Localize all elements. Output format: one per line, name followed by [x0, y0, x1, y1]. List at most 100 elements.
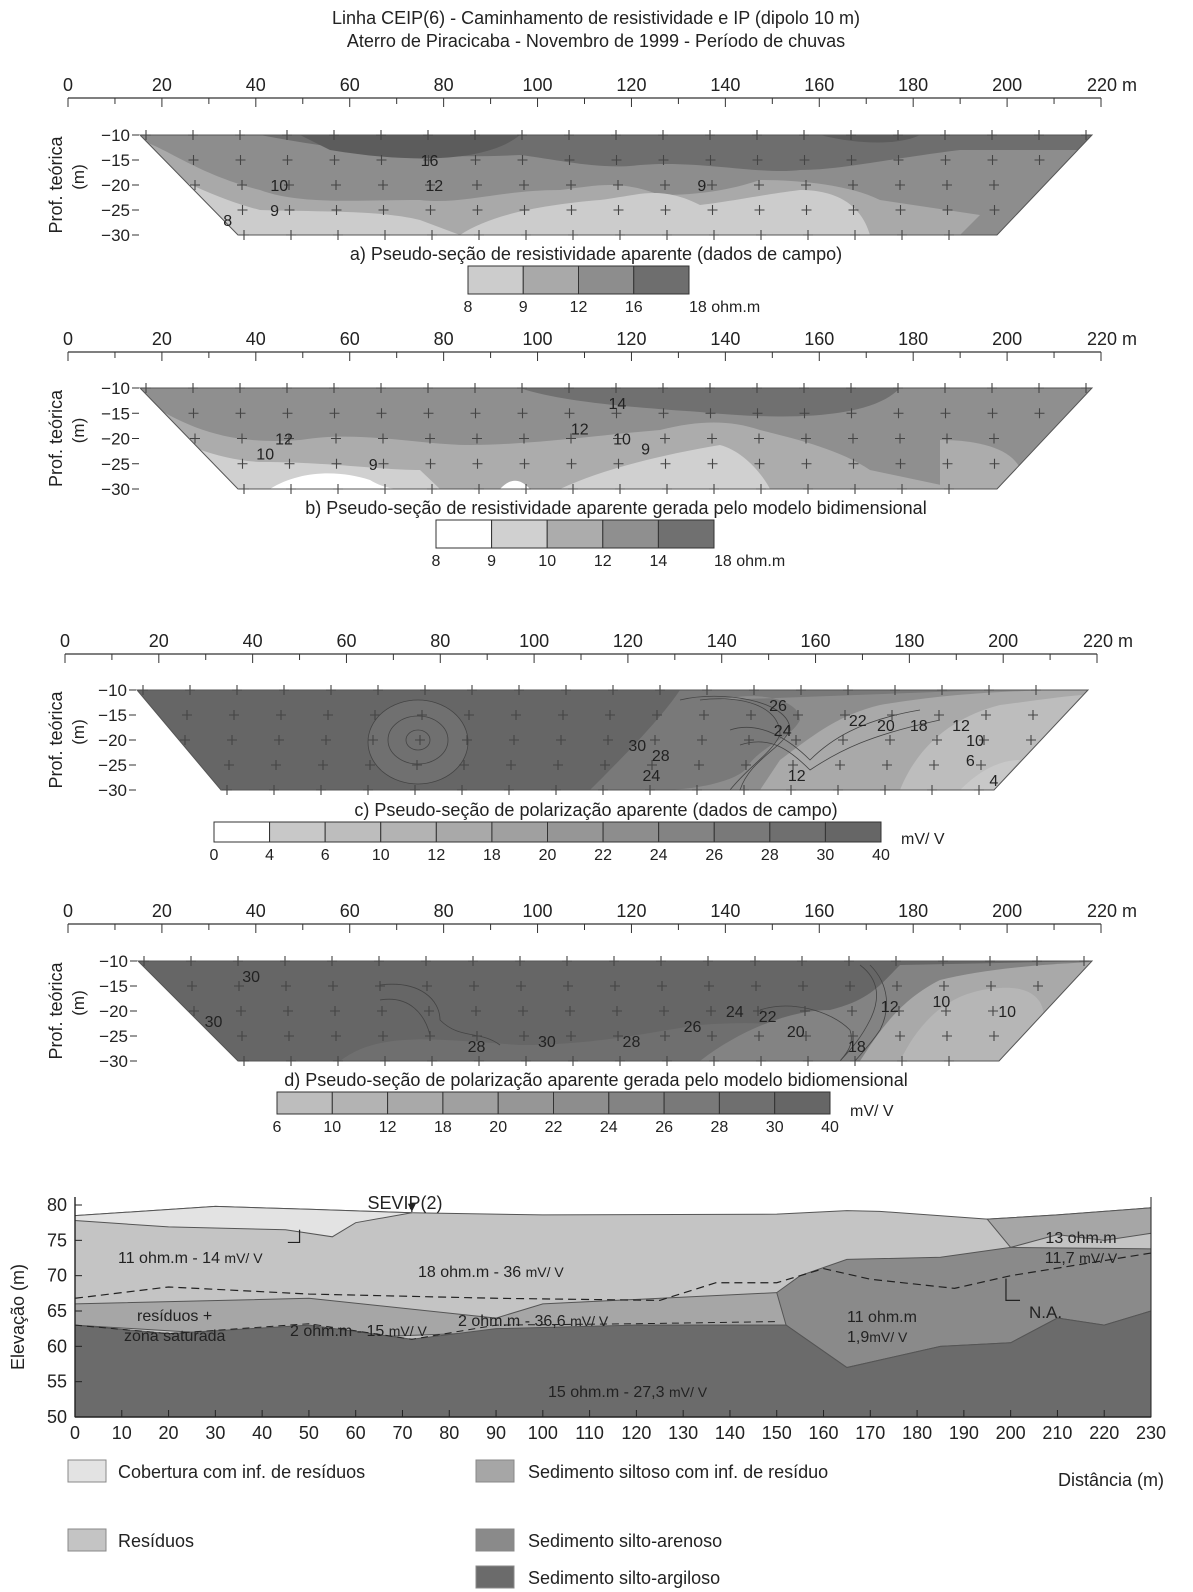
panel-a-x-tick-label: 120 [616, 75, 646, 95]
figure-title-line2: Aterro de Piracicaba - Novembro de 1999 … [347, 31, 845, 51]
panel-c-contour-label: 20 [877, 718, 895, 735]
panel-c-data-cross [558, 710, 568, 720]
panel-c-data-cross [927, 785, 937, 795]
panel-c-data-cross [182, 710, 192, 720]
panel-d-legend-tick: 40 [821, 1119, 839, 1136]
panel-c-legend-swatch [658, 821, 715, 843]
panel-d-x-tick-label: 120 [616, 901, 646, 921]
panel-d-x-tick-label: 160 [804, 901, 834, 921]
panel-c-data-cross [929, 760, 939, 770]
panel-c-data-cross [650, 735, 660, 745]
panel-d-x-tick-label: 220 m [1087, 901, 1137, 921]
panel-b-x-axis: 0 20 40 60 80 100 120 140 160 180 200 220 m [63, 329, 1137, 361]
panel-d-polarization-model: 30 30 28 30 28 26 24 22 20 18 12 10 10 d) Pseudo-seç… [46, 901, 1137, 1136]
legend-label-silty-clay: Sedimento silto-argiloso [528, 1568, 720, 1588]
panel-c-data-cross [697, 735, 707, 745]
panel-d-data-cross [375, 981, 385, 991]
panel-a-data-cross [707, 180, 717, 190]
panel-c-data-cross [457, 785, 467, 795]
panel-b-x-tick-label: 200 [992, 329, 1022, 349]
panel-a-y-tick-label: −25 [101, 201, 130, 220]
panel-a-data-cross [846, 130, 856, 140]
panel-a-data-cross [190, 180, 200, 190]
geo-x-tick-label: 120 [621, 1423, 651, 1443]
panel-a-x-tick-label: 60 [340, 75, 360, 95]
layer-silty-residue-right [986, 1207, 1152, 1248]
legend-swatch-silty-clay [475, 1565, 515, 1589]
panel-d-data-cross [612, 1006, 622, 1016]
panel-b-data-cross [803, 484, 813, 494]
panel-d-data-cross [286, 1056, 296, 1066]
panel-a-data-cross [803, 230, 813, 240]
panel-d-data-cross [565, 1006, 575, 1016]
panel-b-data-cross [188, 408, 199, 419]
panel-d-contour-label: 28 [468, 1039, 486, 1056]
panel-c-anomaly-mid [387, 715, 449, 765]
panel-d-x-tick-label: 0 [63, 901, 73, 921]
panel-d-contour-label: 28 [623, 1034, 641, 1051]
panel-c-contour-label: 22 [849, 713, 867, 730]
panel-c-data-cross [316, 785, 326, 795]
panel-b-data-cross [239, 484, 249, 494]
panel-b-data-cross [517, 408, 528, 419]
panel-c-data-cross [793, 710, 803, 720]
sevip-arrowhead [407, 1203, 416, 1212]
panel-c-data-cross [1031, 685, 1041, 695]
sand-label-2: 1,9mV/ V [847, 1329, 908, 1346]
panel-a-contour-label: 12 [425, 178, 443, 195]
panel-d-x-tick-label: 80 [434, 901, 454, 921]
panel-d-data-cross [703, 956, 713, 966]
panel-c-data-cross [746, 710, 756, 720]
panel-c-data-cross [224, 760, 234, 770]
panel-c-legend-tick: 18 [483, 847, 501, 864]
panel-a-x-tick-label: 160 [804, 75, 834, 95]
panel-c-data-cross [412, 760, 422, 770]
panel-d-data-cross [284, 1031, 294, 1041]
panel-c-data-cross [652, 710, 662, 720]
geo-x-tick-label: 180 [902, 1423, 932, 1443]
panel-b-legend-tick: 9 [487, 553, 496, 570]
panel-a-data-cross [472, 180, 482, 190]
panel-c-data-cross [603, 735, 613, 745]
panel-b-data-cross [611, 383, 621, 393]
panel-d-data-cross [985, 956, 995, 966]
panel-b-x-tick-label: 120 [616, 329, 646, 349]
panel-b-data-cross [521, 484, 531, 494]
panel-a-x-tick-label: 20 [152, 75, 172, 95]
panel-c-data-cross [232, 685, 242, 695]
panel-d-y-tick-label: −20 [99, 1002, 128, 1021]
panel-c-data-cross [511, 710, 521, 720]
panel-d-data-cross [895, 1031, 905, 1041]
panel-b-data-cross [801, 433, 811, 444]
panel-c-data-cross [365, 760, 375, 770]
panel-a-data-cross [568, 230, 578, 240]
panel-d-section-outline [136, 960, 1094, 1062]
panel-b-contour-label: 14 [608, 396, 626, 413]
panel-d-legend-tick: 20 [489, 1119, 507, 1136]
panel-c-data-cross [739, 785, 749, 795]
panel-c-legend-tick: 20 [539, 847, 557, 864]
panel-b-data-cross [519, 458, 530, 469]
panel-d-legend-swatch [608, 1091, 665, 1115]
saturated-zone-line [74, 1321, 777, 1340]
panel-d-contour-label: 22 [759, 1009, 777, 1026]
panel-b-data-cross [284, 433, 294, 444]
geologic-annotations: SEVIP(2) 11 ohm.m - 14 mV/ V 18 ohm.m - … [8, 1193, 1164, 1490]
panel-c-data-cross [222, 785, 232, 795]
panel-a-x-tick-label: 180 [898, 75, 928, 95]
panel-c-data-cross [835, 760, 845, 770]
panel-c-data-cross [974, 785, 984, 795]
panel-a-data-cross [942, 205, 953, 215]
panel-c-data-cross [464, 710, 474, 720]
panel-d-x-axis: 0 20 40 60 80 100 120 140 160 180 200 220 m [63, 901, 1137, 933]
panel-c-data-cross [890, 685, 900, 695]
panel-d-data-cross [328, 981, 338, 991]
panel-b-legend-swatch [657, 519, 715, 549]
panel-d-data-cross [568, 1056, 578, 1066]
panel-b-data-cross [470, 408, 481, 419]
panel-c-data-cross [882, 760, 892, 770]
panel-d-legend-tick: 6 [273, 1119, 282, 1136]
panel-c-x-axis: 0 20 40 60 80 100 120 140 160 180 200 220 m [60, 631, 1133, 663]
panel-c-data-cross [880, 785, 890, 795]
